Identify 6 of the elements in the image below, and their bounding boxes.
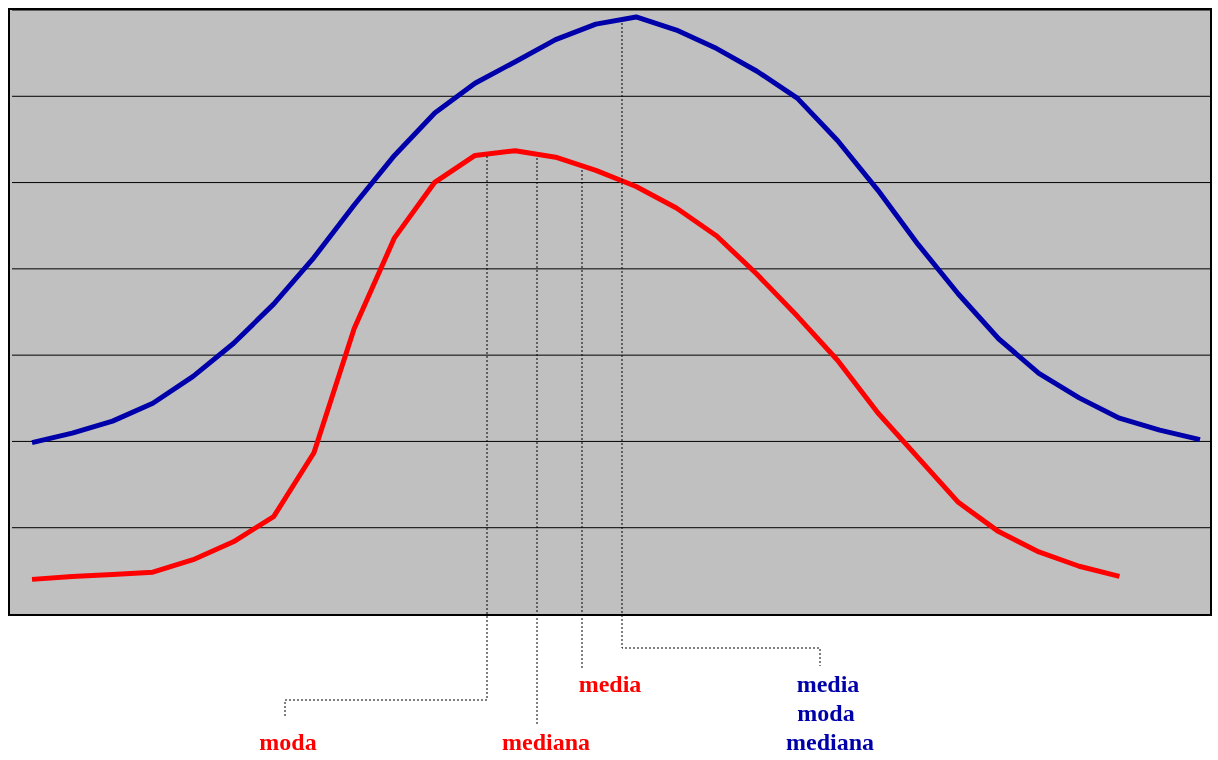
text: mediana (501, 729, 591, 755)
text: media (578, 671, 642, 697)
text: mediana (785, 729, 875, 755)
text: media (796, 671, 860, 697)
text: moda (259, 729, 317, 755)
text: moda (797, 700, 855, 726)
